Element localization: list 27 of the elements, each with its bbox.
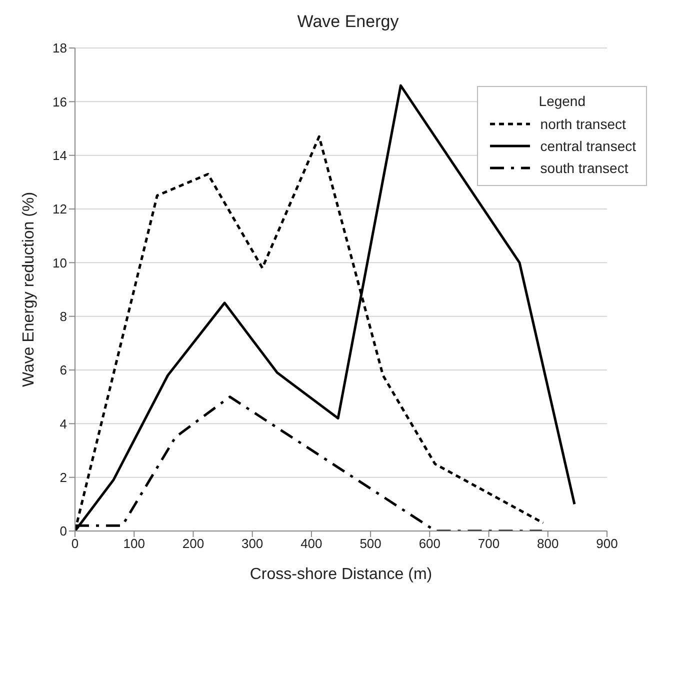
x-tick-label: 700 [478,536,500,552]
x-tick-label: 500 [360,536,382,552]
y-tick-label: 18 [52,40,67,56]
y-tick-label: 0 [60,524,67,539]
x-tick-label: 600 [418,536,441,552]
x-tick-label: 100 [123,536,145,552]
x-tick-label: 800 [537,536,559,552]
y-tick-label: 6 [60,362,67,378]
legend-label: central transect [540,138,636,154]
x-tick-label: 200 [182,536,204,552]
y-tick-label: 16 [52,94,67,110]
x-tick-label: 900 [596,536,618,552]
y-tick-label: 10 [52,255,67,270]
y-axis-title: Wave Energy reduction (%) [20,192,38,388]
legend-title: Legend [538,93,586,109]
y-tick-label: 12 [52,202,67,217]
legend-label: south transect [540,160,628,176]
y-tick-label: 8 [60,308,67,324]
y-tick-label: 2 [60,470,67,485]
x-tick-label: 0 [71,536,79,552]
x-tick-label: 300 [241,536,264,552]
chart-title: Wave Energy [296,11,400,33]
y-tick-label: 14 [52,148,67,163]
x-tick-label: 400 [300,536,322,552]
y-tick-label: 4 [60,416,67,432]
x-axis-title: Cross-shore Distance (m) [250,566,432,583]
legend-label: north transect [540,116,626,132]
